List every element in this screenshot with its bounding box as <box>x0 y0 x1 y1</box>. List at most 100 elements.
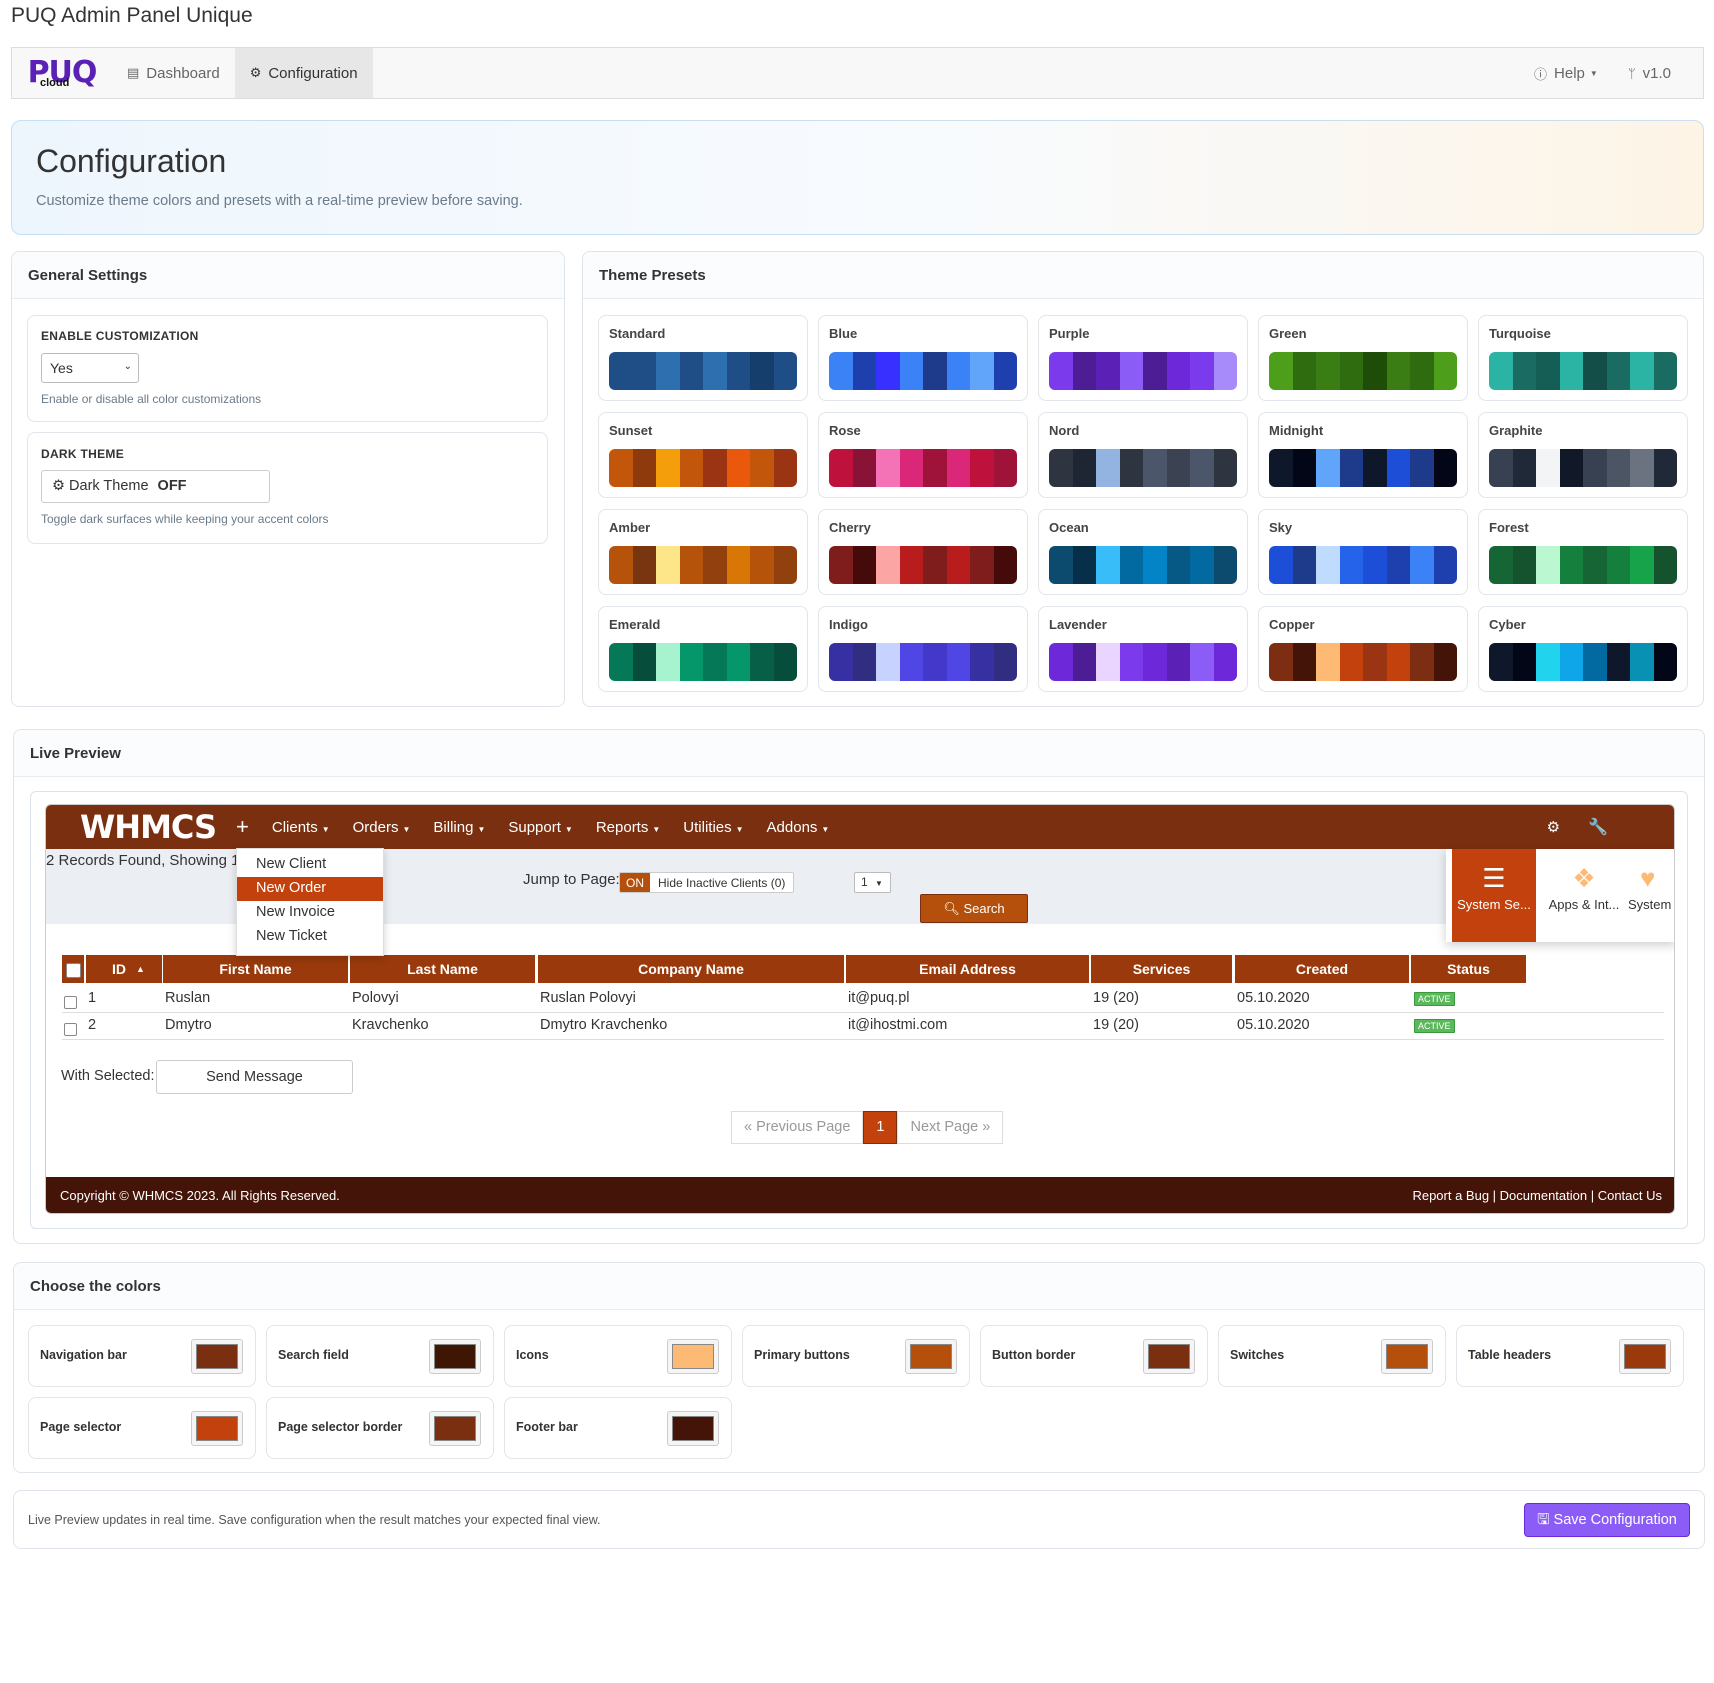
color-picker-input[interactable] <box>667 1411 719 1446</box>
switch-label: Hide Inactive Clients (0) <box>650 873 794 892</box>
dropdown-new-invoice[interactable]: New Invoice <box>256 904 335 920</box>
preset-ocean[interactable]: Ocean <box>1038 509 1248 595</box>
cell-first-name[interactable]: Ruslan <box>165 990 211 1006</box>
menu-reports-label: Reports <box>595 818 649 836</box>
preset-midnight[interactable]: Midnight <box>1258 412 1468 498</box>
current-page-button[interactable]: 1 <box>863 1111 898 1144</box>
page-select[interactable]: 1 ▼ <box>854 872 891 893</box>
cell-last-name[interactable]: Kravchenko <box>352 1017 429 1033</box>
gears-icon[interactable]: ⚙ <box>1546 819 1561 836</box>
next-page-button[interactable]: Next Page » <box>897 1111 1004 1144</box>
color-button-border: Button border <box>980 1325 1208 1387</box>
cell-email[interactable]: it@puq.pl <box>848 990 910 1006</box>
preset-indigo[interactable]: Indigo <box>818 606 1028 692</box>
nav-configuration[interactable]: ⚙ Configuration <box>234 48 373 98</box>
color-picker-input[interactable] <box>429 1339 481 1374</box>
menu-clients[interactable]: Clients ▼ <box>272 819 330 836</box>
dropdown-new-client[interactable]: New Client <box>256 856 327 872</box>
dropdown-new-ticket[interactable]: New Ticket <box>256 928 327 944</box>
preset-amber[interactable]: Amber <box>598 509 808 595</box>
menu-orders[interactable]: Orders ▼ <box>353 819 411 836</box>
table-row[interactable]: 1 Ruslan Polovyi Ruslan Polovyi it@puq.p… <box>62 986 1664 1013</box>
color-picker-input[interactable] <box>1381 1339 1433 1374</box>
menu-support[interactable]: Support ▼ <box>508 819 572 836</box>
preset-name: Cyber <box>1489 617 1526 632</box>
color-search-field: Search field <box>266 1325 494 1387</box>
header-services[interactable]: Services <box>1091 955 1232 983</box>
hide-inactive-switch[interactable]: ON Hide Inactive Clients (0) <box>619 872 795 893</box>
dark-theme-state: OFF <box>157 478 187 494</box>
menu-billing-label: Billing <box>433 818 474 836</box>
preset-swatch <box>1269 546 1457 584</box>
menu-reports[interactable]: Reports ▼ <box>596 819 660 836</box>
preset-green[interactable]: Green <box>1258 315 1468 401</box>
cell-last-name[interactable]: Polovyi <box>352 990 399 1006</box>
preset-emerald[interactable]: Emerald <box>598 606 808 692</box>
preset-name: Blue <box>829 326 858 341</box>
color-page-selector-border: Page selector border <box>266 1397 494 1459</box>
plus-icon[interactable]: + <box>236 814 249 839</box>
preset-turquoise[interactable]: Turquoise <box>1478 315 1688 401</box>
cell-email[interactable]: it@ihostmi.com <box>848 1017 948 1033</box>
header-company-name[interactable]: Company Name <box>538 955 844 983</box>
flyout-apps[interactable]: ❖ Apps & Int... <box>1538 849 1630 942</box>
preset-swatch <box>829 643 1017 681</box>
preset-forest[interactable]: Forest <box>1478 509 1688 595</box>
send-message-button[interactable]: Send Message <box>156 1060 353 1094</box>
preset-standard[interactable]: Standard <box>598 315 808 401</box>
color-label: Search field <box>278 1348 349 1362</box>
preset-copper[interactable]: Copper <box>1258 606 1468 692</box>
color-picker-input[interactable] <box>1143 1339 1195 1374</box>
color-picker-input[interactable] <box>429 1411 481 1446</box>
preset-sky[interactable]: Sky <box>1258 509 1468 595</box>
preset-graphite[interactable]: Graphite <box>1478 412 1688 498</box>
cell-company[interactable]: Ruslan Polovyi <box>540 990 636 1006</box>
color-label: Page selector <box>40 1420 122 1434</box>
dropdown-new-order[interactable]: New Order <box>237 877 383 901</box>
page-select-value: 1 <box>861 875 868 889</box>
menu-addons[interactable]: Addons ▼ <box>767 819 830 836</box>
color-icons: Icons <box>504 1325 732 1387</box>
header-last-name[interactable]: Last Name <box>350 955 535 983</box>
header-created[interactable]: Created <box>1235 955 1409 983</box>
flyout-system-settings-label: System Se... <box>1457 897 1531 912</box>
help-dropdown[interactable]: ⓘ Help ▼ <box>1519 48 1613 98</box>
header-status[interactable]: Status <box>1411 955 1526 983</box>
menu-utilities[interactable]: Utilities ▼ <box>683 819 743 836</box>
preset-nord[interactable]: Nord <box>1038 412 1248 498</box>
puq-logo[interactable]: PUQ cloud <box>12 48 112 98</box>
preset-purple[interactable]: Purple <box>1038 315 1248 401</box>
previous-page-button[interactable]: « Previous Page <box>731 1111 864 1144</box>
preset-blue[interactable]: Blue <box>818 315 1028 401</box>
color-picker-input[interactable] <box>191 1411 243 1446</box>
color-label: Page selector border <box>278 1420 403 1434</box>
flyout-system-settings[interactable]: ☰ System Se... <box>1452 849 1536 942</box>
preset-cyber[interactable]: Cyber <box>1478 606 1688 692</box>
cell-company[interactable]: Dmytro Kravchenko <box>540 1017 668 1033</box>
color-picker-input[interactable] <box>667 1339 719 1374</box>
select-all-checkbox[interactable] <box>62 955 84 983</box>
preset-sunset[interactable]: Sunset <box>598 412 808 498</box>
header-email-address[interactable]: Email Address <box>846 955 1089 983</box>
flyout-system-health[interactable]: ♥ System H... <box>1628 849 1674 942</box>
preset-rose[interactable]: Rose <box>818 412 1028 498</box>
table-row[interactable]: 2 Dmytro Kravchenko Dmytro Kravchenko it… <box>62 1013 1664 1040</box>
menu-billing[interactable]: Billing ▼ <box>433 819 485 836</box>
header-id[interactable]: ID <box>86 955 162 983</box>
color-picker-input[interactable] <box>191 1339 243 1374</box>
footer-links[interactable]: Report a Bug | Documentation | Contact U… <box>1412 1188 1662 1203</box>
wrench-icon[interactable]: 🔧 <box>1588 819 1608 836</box>
dark-theme-toggle[interactable]: ⚙ Dark Theme OFF <box>41 470 270 503</box>
preset-lavender[interactable]: Lavender <box>1038 606 1248 692</box>
color-picker-input[interactable] <box>905 1339 957 1374</box>
header-first-name[interactable]: First Name <box>163 955 348 983</box>
color-picker-input[interactable] <box>1619 1339 1671 1374</box>
save-configuration-button[interactable]: 🖫 Save Configuration <box>1524 1503 1690 1537</box>
whmcs-preview: WHMCS + Clients ▼ Orders ▼ Billing ▼ Suppor… <box>45 804 1675 1214</box>
nav-dashboard[interactable]: ▤ Dashboard <box>112 48 235 98</box>
search-button[interactable]: 🔍︎ Search <box>920 894 1028 923</box>
caret-down-icon: ▼ <box>735 824 744 834</box>
cell-first-name[interactable]: Dmytro <box>165 1017 212 1033</box>
enable-customization-select[interactable]: Yes ⌄ <box>41 353 139 383</box>
preset-cherry[interactable]: Cherry <box>818 509 1028 595</box>
